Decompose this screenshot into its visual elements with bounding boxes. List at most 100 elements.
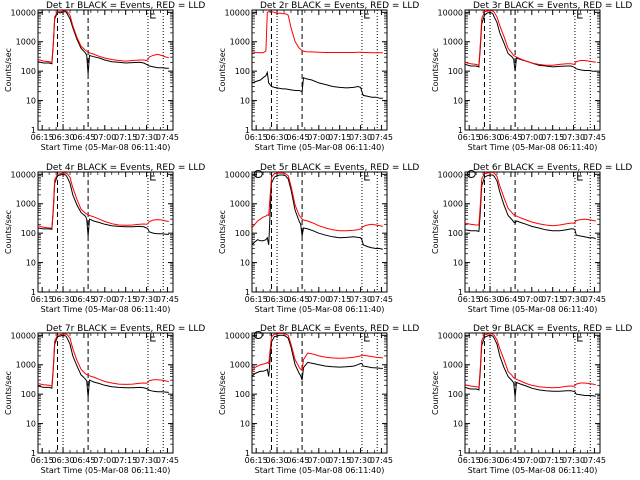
x-tick-label: 06:15 <box>458 133 481 142</box>
y-axis-label: Counts/sec <box>4 371 13 415</box>
y-tick-label: 1000 <box>230 200 250 209</box>
y-tick-label: 10000 <box>225 170 250 179</box>
y-tick-label: 10 <box>240 97 250 106</box>
x-tick-label: 06:45 <box>499 133 522 142</box>
x-axis-label: Start Time (05-Mar-08 06:11:40) <box>255 305 385 314</box>
x-tick-label: 06:30 <box>52 295 75 304</box>
y-tick-label: 100 <box>21 67 36 76</box>
x-tick-label: 06:15 <box>31 456 54 465</box>
lld-series-line <box>38 10 169 63</box>
eclipse-marker <box>577 171 583 181</box>
y-tick-label: 1 <box>31 288 36 297</box>
events-series-line <box>38 173 169 237</box>
x-tick-label: 06:45 <box>72 456 95 465</box>
y-tick-label: 100 <box>448 67 463 76</box>
x-tick-label: 07:00 <box>93 133 116 142</box>
x-tick-label: 06:30 <box>266 456 289 465</box>
events-series-line <box>38 334 169 398</box>
x-tick-label: 06:30 <box>266 133 289 142</box>
x-tick-label: 07:30 <box>135 456 158 465</box>
detector-panel: Det 4r BLACK = Events, RED = LLD 1 10 100 10… <box>4 163 205 314</box>
detector-panel: Det 7r BLACK = Events, RED = LLD 1 10 100 10… <box>4 324 205 475</box>
y-tick-label: 1000 <box>230 361 250 370</box>
x-tick-label: 06:30 <box>479 456 502 465</box>
x-tick-label: 07:00 <box>520 456 543 465</box>
eclipse-marker <box>150 9 156 19</box>
x-tick-label: 07:45 <box>583 133 606 142</box>
x-tick-label: 07:15 <box>541 295 564 304</box>
x-axis-label: Start Time (05-Mar-08 06:11:40) <box>468 466 598 475</box>
x-tick-label: 06:45 <box>286 456 309 465</box>
plot-frame <box>251 332 388 454</box>
x-tick-label: 07:45 <box>583 456 606 465</box>
x-tick-label: 06:15 <box>245 133 268 142</box>
y-tick-label: 1 <box>245 449 250 458</box>
x-tick-label: 06:15 <box>31 295 54 304</box>
y-tick-label: 10000 <box>11 8 36 17</box>
panel-title: Det 8r BLACK = Events, RED = LLD <box>260 324 419 334</box>
y-tick-label: 10 <box>453 420 463 429</box>
panel-title: Det 3r BLACK = Events, RED = LLD <box>473 1 632 11</box>
x-tick-label: 06:30 <box>52 456 75 465</box>
x-tick-label: 06:30 <box>266 295 289 304</box>
x-tick-label: 07:15 <box>114 295 137 304</box>
y-tick-label: 1 <box>458 288 463 297</box>
plot-frame <box>37 332 174 454</box>
y-axis-label: Counts/sec <box>4 210 13 254</box>
y-tick-label: 10000 <box>225 331 250 340</box>
y-tick-label: 100 <box>235 229 250 238</box>
plot-frame <box>37 171 174 293</box>
detector-panel: Det 6r BLACK = Events, RED = LLD 1 10 100 10… <box>431 163 632 314</box>
events-series-line <box>465 11 596 72</box>
x-tick-label: 07:00 <box>307 133 330 142</box>
panel-title: Det 4r BLACK = Events, RED = LLD <box>46 163 205 173</box>
x-tick-label: 06:30 <box>52 133 75 142</box>
y-tick-label: 10 <box>453 259 463 268</box>
eclipse-marker <box>150 171 156 181</box>
x-tick-label: 07:15 <box>328 133 351 142</box>
x-tick-label: 06:30 <box>479 133 502 142</box>
y-tick-label: 10 <box>453 97 463 106</box>
lld-series-line <box>252 11 383 54</box>
x-tick-label: 06:45 <box>286 133 309 142</box>
detector-panel: Det 3r BLACK = Events, RED = LLD 1 10 100 10… <box>431 1 632 152</box>
x-tick-label: 07:45 <box>370 133 393 142</box>
y-axis-label: Counts/sec <box>218 48 227 92</box>
events-series-line <box>252 70 383 99</box>
x-tick-label: 07:30 <box>562 133 585 142</box>
x-tick-label: 07:15 <box>541 133 564 142</box>
y-tick-label: 10000 <box>438 8 463 17</box>
x-tick-label: 07:45 <box>156 133 179 142</box>
x-tick-label: 07:30 <box>135 295 158 304</box>
y-axis-label: Counts/sec <box>431 371 440 415</box>
occultation-marker <box>253 170 263 178</box>
x-tick-label: 07:45 <box>370 295 393 304</box>
y-tick-label: 1000 <box>16 38 36 47</box>
eclipse-marker <box>364 171 370 181</box>
events-series-line <box>465 334 596 398</box>
plot-frame <box>251 171 388 293</box>
detector-panel: Det 1r BLACK = Events, RED = LLD 1 10 100 10… <box>4 1 205 152</box>
eclipse-marker <box>577 332 583 342</box>
x-tick-label: 07:45 <box>583 295 606 304</box>
y-tick-label: 1 <box>245 126 250 135</box>
x-tick-label: 06:15 <box>31 133 54 142</box>
y-tick-label: 10000 <box>225 8 250 17</box>
y-axis-label: Counts/sec <box>431 48 440 92</box>
y-axis-label: Counts/sec <box>4 48 13 92</box>
x-tick-label: 06:45 <box>499 456 522 465</box>
x-tick-label: 07:00 <box>520 295 543 304</box>
detector-panel: Det 9r BLACK = Events, RED = LLD 1 10 100 10… <box>431 324 632 475</box>
y-tick-label: 1000 <box>230 38 250 47</box>
y-tick-label: 10000 <box>11 331 36 340</box>
panel-title: Det 6r BLACK = Events, RED = LLD <box>473 163 632 173</box>
x-axis-label: Start Time (05-Mar-08 06:11:40) <box>255 466 385 475</box>
x-tick-label: 06:45 <box>72 133 95 142</box>
y-tick-label: 10 <box>26 259 36 268</box>
x-axis-label: Start Time (05-Mar-08 06:11:40) <box>41 466 171 475</box>
plot-frame <box>464 171 601 293</box>
lld-series-line <box>465 10 596 66</box>
y-tick-label: 1 <box>245 288 250 297</box>
lld-series-line <box>252 333 383 372</box>
x-tick-label: 06:45 <box>286 295 309 304</box>
